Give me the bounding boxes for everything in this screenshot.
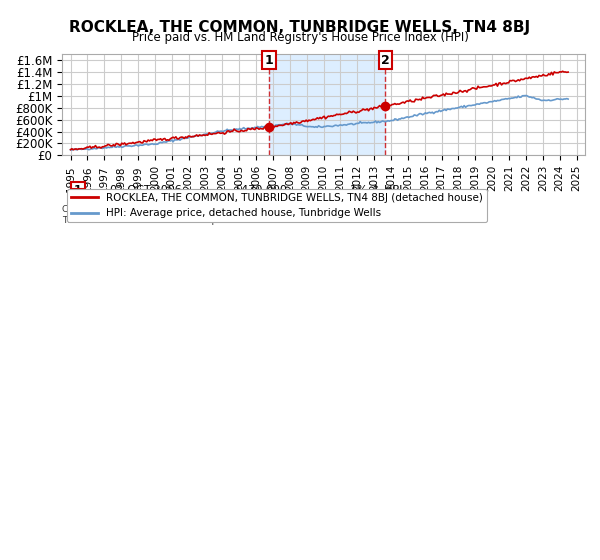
- Legend: ROCKLEA, THE COMMON, TUNBRIDGE WELLS, TN4 8BJ (detached house), HPI: Average pri: ROCKLEA, THE COMMON, TUNBRIDGE WELLS, TN…: [67, 189, 487, 222]
- Text: Contains HM Land Registry data © Crown copyright and database right 2024.
This d: Contains HM Land Registry data © Crown c…: [62, 206, 414, 225]
- Text: 02-OCT-2006: 02-OCT-2006: [109, 185, 182, 195]
- Text: 1: 1: [265, 54, 273, 67]
- Text: 1: 1: [74, 185, 82, 195]
- Text: 2: 2: [74, 192, 82, 202]
- Text: ROCKLEA, THE COMMON, TUNBRIDGE WELLS, TN4 8BJ: ROCKLEA, THE COMMON, TUNBRIDGE WELLS, TN…: [70, 20, 530, 35]
- Text: 50% ↑ HPI: 50% ↑ HPI: [350, 192, 409, 202]
- Text: £827,000: £827,000: [235, 192, 287, 202]
- Bar: [269, 54, 385, 155]
- Text: 2: 2: [381, 54, 390, 67]
- Text: 1% ↑ HPI: 1% ↑ HPI: [350, 185, 402, 195]
- Text: £470,000: £470,000: [235, 185, 287, 195]
- Text: 30-AUG-2013: 30-AUG-2013: [109, 192, 184, 202]
- Text: Price paid vs. HM Land Registry's House Price Index (HPI): Price paid vs. HM Land Registry's House …: [131, 31, 469, 44]
